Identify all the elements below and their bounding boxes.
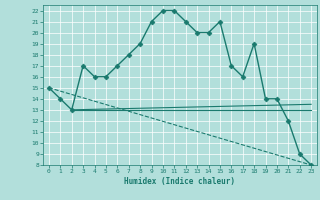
X-axis label: Humidex (Indice chaleur): Humidex (Indice chaleur) [124, 177, 236, 186]
